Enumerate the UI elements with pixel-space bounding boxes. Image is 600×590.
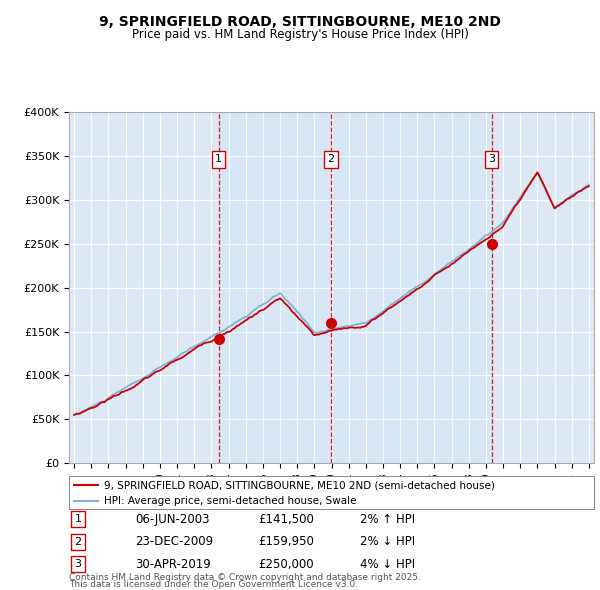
Text: 3: 3 — [74, 559, 82, 569]
Text: 3: 3 — [488, 155, 495, 165]
Text: 9, SPRINGFIELD ROAD, SITTINGBOURNE, ME10 2ND (semi-detached house): 9, SPRINGFIELD ROAD, SITTINGBOURNE, ME10… — [104, 480, 495, 490]
Text: Contains HM Land Registry data © Crown copyright and database right 2025.: Contains HM Land Registry data © Crown c… — [69, 573, 421, 582]
Text: 9, SPRINGFIELD ROAD, SITTINGBOURNE, ME10 2ND: 9, SPRINGFIELD ROAD, SITTINGBOURNE, ME10… — [99, 15, 501, 29]
Text: 23-DEC-2009: 23-DEC-2009 — [135, 535, 213, 548]
Text: 2: 2 — [328, 155, 335, 165]
Text: £141,500: £141,500 — [258, 513, 314, 526]
Text: £159,950: £159,950 — [258, 535, 314, 548]
Text: 2: 2 — [74, 537, 82, 546]
Text: 2% ↓ HPI: 2% ↓ HPI — [360, 535, 415, 548]
Text: 06-JUN-2003: 06-JUN-2003 — [135, 513, 209, 526]
Bar — [219, 112, 491, 463]
Text: Price paid vs. HM Land Registry's House Price Index (HPI): Price paid vs. HM Land Registry's House … — [131, 28, 469, 41]
Text: This data is licensed under the Open Government Licence v3.0.: This data is licensed under the Open Gov… — [69, 580, 358, 589]
Text: 1: 1 — [215, 155, 222, 165]
Text: 1: 1 — [74, 514, 82, 524]
Text: HPI: Average price, semi-detached house, Swale: HPI: Average price, semi-detached house,… — [104, 496, 356, 506]
Text: £250,000: £250,000 — [258, 558, 314, 571]
Text: 30-APR-2019: 30-APR-2019 — [135, 558, 211, 571]
Text: 2% ↑ HPI: 2% ↑ HPI — [360, 513, 415, 526]
Text: 4% ↓ HPI: 4% ↓ HPI — [360, 558, 415, 571]
